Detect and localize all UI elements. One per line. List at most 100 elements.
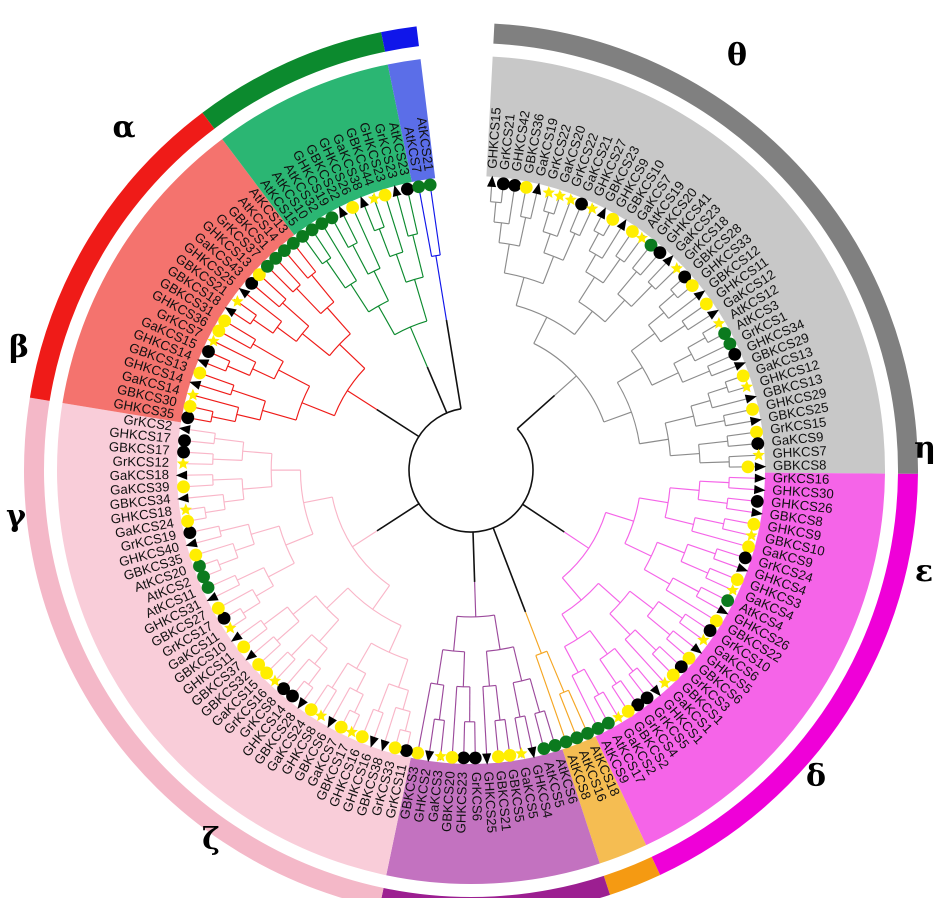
tree-arc (273, 361, 284, 380)
tree-branch (690, 399, 711, 407)
tip-marker-circle-green (601, 716, 615, 730)
tree-branch (631, 332, 656, 352)
tree-branch (242, 486, 272, 490)
tip-marker-circle-yellow (181, 514, 195, 528)
tree-branch (694, 517, 724, 525)
tree-arc (225, 360, 231, 372)
tip-marker-circle-yellow (177, 480, 190, 494)
tree-arc (569, 230, 580, 237)
clade-letter-epsilon: ε (915, 554, 933, 589)
tree-branch (398, 659, 409, 688)
tip-label: GHKCS15 (484, 107, 503, 170)
tree-branch (205, 508, 226, 514)
tip-marker-triangle (596, 207, 606, 220)
tree-arc (407, 233, 418, 237)
clade-band-alpha (595, 472, 885, 846)
tree-branch (598, 582, 621, 604)
tree-branch (412, 234, 424, 278)
tree-branch (503, 244, 510, 274)
tree-branch (563, 531, 589, 549)
tip-marker-star (740, 380, 753, 393)
tree-arc (367, 267, 381, 275)
tip-marker-star (186, 388, 200, 401)
tip-marker-circle-yellow (304, 703, 318, 717)
tree-branch (347, 390, 378, 410)
tree-arc (370, 642, 408, 661)
tip-marker-circle-green (591, 722, 605, 735)
tip-marker-star (515, 747, 528, 759)
tree-branch (687, 337, 706, 349)
clade-letter-eta: η (914, 431, 936, 466)
tree-branch (212, 478, 243, 481)
tip-marker-star (658, 676, 671, 689)
tree-branch (614, 648, 634, 672)
tree-branch (453, 616, 458, 652)
tip-marker-circle-yellow (334, 720, 348, 734)
tree-arc (259, 400, 266, 421)
tip-marker-circle-yellow (606, 212, 620, 226)
tree-arc (542, 231, 558, 237)
tree-branch (278, 369, 310, 387)
tree-branch (414, 279, 428, 322)
tree-branch (378, 228, 391, 257)
clade-letter-beta: β (9, 330, 29, 365)
tip-marker-circle-yellow (491, 750, 505, 764)
tree-branch (658, 601, 683, 619)
tree-branch (589, 630, 608, 655)
tree-branch (474, 581, 477, 617)
tree-branch (583, 668, 600, 695)
tip-marker-triangle (360, 196, 370, 209)
tree-branch (699, 480, 730, 484)
tree-branch (223, 498, 244, 503)
tip-marker-star (542, 186, 555, 198)
tree-branch (262, 409, 297, 421)
tree-branch (255, 585, 274, 597)
tree-branch (698, 498, 728, 504)
tip-marker-triangle (177, 493, 189, 503)
tree-branch (214, 437, 244, 443)
tip-marker-circle-black (508, 178, 522, 192)
tip-marker-circle-green (723, 337, 737, 351)
tip-marker-circle-yellow (730, 573, 744, 587)
tip-marker-triangle (706, 309, 719, 320)
tree-branch (388, 625, 402, 653)
tree-branch (687, 543, 716, 555)
tip-marker-triangle (175, 470, 188, 480)
tip-marker-triangle (527, 746, 537, 759)
tree-branch (250, 525, 280, 535)
tree-branch (436, 649, 444, 685)
tree-branch (673, 353, 692, 365)
tree-branch (542, 256, 555, 284)
tree-branch (462, 651, 466, 687)
tip-label: GrKCS6 (469, 772, 485, 821)
tree-branch (672, 577, 700, 593)
tree-branch (669, 487, 700, 491)
tree-branch (356, 673, 367, 692)
tip-marker-circle-green (197, 570, 210, 584)
tip-marker-circle-green (315, 217, 329, 231)
backbone-branch (376, 408, 420, 438)
tree-branch (211, 416, 236, 423)
tree-arc (698, 444, 701, 463)
tree-branch (352, 244, 369, 275)
tip-marker-circle-yellow (741, 460, 755, 474)
backbone-branch (492, 527, 527, 613)
tip-marker-star (726, 583, 739, 596)
tree-arc (203, 507, 207, 519)
tip-marker-circle-green (260, 259, 274, 273)
tree-branch (561, 613, 579, 640)
tree-branch (219, 557, 239, 566)
tree-branch (395, 254, 407, 283)
tip-marker-triangle (392, 184, 402, 198)
tree-branch (383, 191, 404, 253)
tree-branch (268, 562, 295, 578)
tree-branch (232, 389, 266, 402)
tree-branch (691, 530, 753, 549)
tip-marker-triangle (733, 362, 746, 371)
tree-branch (326, 307, 351, 335)
tip-label: GBKCS8 (773, 457, 827, 473)
tree-arc (559, 689, 569, 695)
tip-marker-star (697, 633, 710, 646)
tip-marker-triangle (749, 416, 762, 426)
tip-marker-star (176, 457, 190, 469)
